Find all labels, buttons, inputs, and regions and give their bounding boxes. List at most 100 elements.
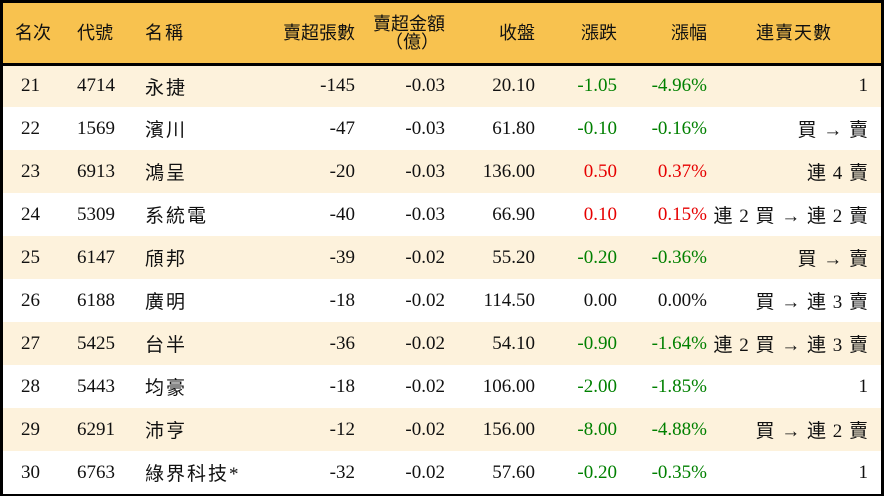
cell-name: 系統電	[145, 206, 209, 227]
cell-consecutive-days: 連 4 賣	[806, 163, 869, 184]
cell-consecutive-days: 1	[858, 75, 869, 97]
cell-consecutive-days: 買 → 連 3 賣	[755, 292, 869, 313]
cell-net-sell-volume: -40	[329, 203, 355, 225]
cell-net-sell-volume: -36	[329, 332, 355, 354]
cell-name: 頎邦	[145, 249, 188, 270]
cell-change: 0.50	[583, 160, 617, 182]
cell-net-sell-amount: -0.03	[405, 203, 445, 225]
cell-close: 66.90	[492, 203, 535, 225]
cell-net-sell-amount: -0.03	[405, 117, 445, 139]
cell-change-pct: -0.36%	[651, 246, 707, 268]
cell-change-pct: 0.00%	[657, 289, 707, 311]
cell-change: -0.20	[577, 461, 617, 483]
cell-close: 136.00	[482, 160, 535, 182]
cell-close: 156.00	[482, 418, 535, 440]
cell-code: 5443	[77, 375, 115, 397]
cell-rank: 21	[21, 75, 40, 97]
table-row: 29 6291 沛亨 -12 -0.02 156.00 -8.00 -4.88%…	[3, 408, 881, 451]
cell-change: -8.00	[577, 418, 617, 440]
cell-change: 0.00	[583, 289, 617, 311]
cell-code: 5309	[77, 203, 115, 225]
header-net-sell-amount: 賣超金額 （億）	[355, 3, 445, 64]
cell-change-pct: -4.88%	[651, 418, 707, 440]
cell-name: 均豪	[145, 378, 188, 399]
cell-change: 0.10	[583, 203, 617, 225]
header-consecutive-days: 連賣天數	[756, 22, 832, 43]
header-rank: 名次	[15, 22, 51, 43]
cell-net-sell-volume: -18	[329, 289, 355, 311]
header-change: 漲跌	[581, 22, 617, 43]
cell-change-pct: -0.35%	[651, 461, 707, 483]
table-row: 30 6763 綠界科技* -32 -0.02 57.60 -0.20 -0.3…	[3, 451, 881, 494]
cell-name: 沛亨	[145, 421, 188, 442]
cell-net-sell-amount: -0.02	[405, 289, 445, 311]
cell-close: 106.00	[482, 375, 535, 397]
cell-code: 5425	[77, 332, 115, 354]
cell-net-sell-volume: -47	[329, 117, 355, 139]
cell-rank: 23	[21, 160, 40, 182]
table-row: 26 6188 廣明 -18 -0.02 114.50 0.00 0.00% 買…	[3, 279, 881, 322]
cell-code: 6147	[77, 246, 115, 268]
cell-net-sell-amount: -0.02	[405, 418, 445, 440]
cell-rank: 22	[21, 117, 40, 139]
cell-net-sell-amount: -0.02	[405, 461, 445, 483]
cell-change-pct: 0.15%	[657, 203, 707, 225]
cell-close: 20.10	[492, 75, 535, 97]
cell-name: 永捷	[145, 77, 188, 99]
cell-consecutive-days: 1	[858, 375, 869, 397]
cell-change: -2.00	[577, 375, 617, 397]
cell-consecutive-days: 連 2 買 → 連 3 賣	[713, 335, 869, 356]
cell-close: 57.60	[492, 461, 535, 483]
table-row: 27 5425 台半 -36 -0.02 54.10 -0.90 -1.64% …	[3, 322, 881, 365]
cell-code: 6763	[77, 461, 115, 483]
cell-change-pct: 0.37%	[657, 160, 707, 182]
cell-name: 綠界科技*	[145, 464, 241, 485]
cell-name: 廣明	[145, 292, 188, 313]
cell-change: -0.10	[577, 117, 617, 139]
cell-net-sell-volume: -18	[329, 375, 355, 397]
cell-name: 濱川	[145, 120, 188, 141]
cell-change-pct: -4.96%	[651, 75, 707, 97]
cell-net-sell-volume: -32	[329, 461, 355, 483]
cell-consecutive-days: 買 → 連 2 賣	[755, 421, 869, 442]
header-change-pct: 漲幅	[671, 22, 707, 43]
header-net-sell-amount-line2: （億）	[385, 31, 439, 52]
header-net-sell-volume: 賣超張數	[283, 22, 355, 43]
cell-code: 6913	[77, 160, 115, 182]
header-net-sell-amount-line1: 賣超金額	[373, 13, 445, 34]
cell-change-pct: -0.16%	[651, 117, 707, 139]
cell-net-sell-amount: -0.02	[405, 246, 445, 268]
cell-consecutive-days: 1	[858, 461, 869, 483]
cell-consecutive-days: 買 → 賣	[797, 249, 869, 270]
table-row: 28 5443 均豪 -18 -0.02 106.00 -2.00 -1.85%…	[3, 365, 881, 408]
cell-change: -1.05	[577, 75, 617, 97]
cell-code: 1569	[77, 117, 115, 139]
cell-net-sell-volume: -12	[329, 418, 355, 440]
cell-net-sell-volume: -39	[329, 246, 355, 268]
header-code: 代號	[77, 22, 113, 43]
cell-rank: 24	[21, 203, 40, 225]
cell-rank: 26	[21, 289, 40, 311]
cell-close: 54.10	[492, 332, 535, 354]
table-header-row: 名次 代號 名稱 賣超張數 賣超金額 （億） 收盤 漲跌 漲幅 連賣天數	[3, 3, 881, 64]
cell-close: 114.50	[483, 289, 535, 311]
cell-code: 6291	[77, 418, 115, 440]
cell-net-sell-volume: -145	[320, 75, 355, 97]
cell-rank: 28	[21, 375, 40, 397]
cell-net-sell-amount: -0.03	[405, 75, 445, 97]
cell-name: 鴻呈	[145, 163, 188, 184]
cell-net-sell-amount: -0.02	[405, 332, 445, 354]
net-sell-ranking-table: 名次 代號 名稱 賣超張數 賣超金額 （億） 收盤 漲跌 漲幅 連賣天數 21 …	[3, 3, 881, 494]
cell-rank: 30	[21, 461, 40, 483]
table-row: 23 6913 鴻呈 -20 -0.03 136.00 0.50 0.37% 連…	[3, 150, 881, 193]
cell-close: 61.80	[492, 117, 535, 139]
table-row: 21 4714 永捷 -145 -0.03 20.10 -1.05 -4.96%…	[3, 64, 881, 107]
cell-close: 55.20	[492, 246, 535, 268]
cell-net-sell-amount: -0.02	[405, 375, 445, 397]
cell-code: 4714	[77, 75, 115, 97]
header-name: 名稱	[145, 22, 185, 43]
cell-change-pct: -1.64%	[651, 332, 707, 354]
cell-net-sell-amount: -0.03	[405, 160, 445, 182]
cell-consecutive-days: 買 → 賣	[797, 120, 869, 141]
